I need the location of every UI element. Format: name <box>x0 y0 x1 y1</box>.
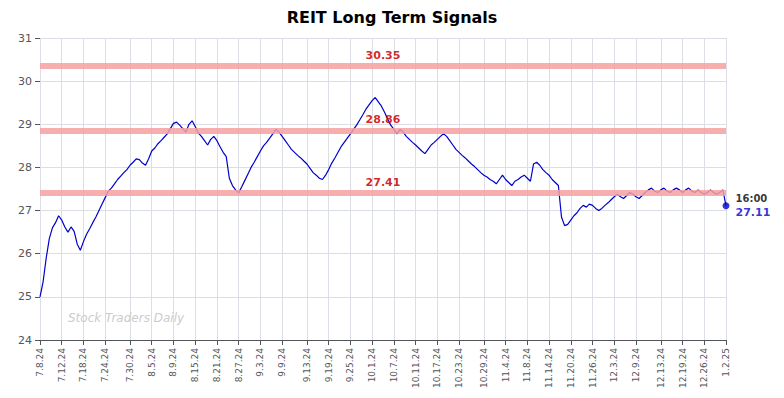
svg-text:30.35: 30.35 <box>366 49 401 62</box>
svg-text:9.3.24: 9.3.24 <box>255 348 265 377</box>
svg-text:31: 31 <box>18 32 32 45</box>
svg-text:11.4.24: 11.4.24 <box>501 348 511 383</box>
svg-text:29: 29 <box>18 118 32 131</box>
svg-text:8.9.24: 8.9.24 <box>168 348 178 377</box>
svg-text:Stock Traders Daily: Stock Traders Daily <box>68 311 185 325</box>
svg-text:10.17.24: 10.17.24 <box>432 348 442 388</box>
svg-text:REIT Long Term Signals: REIT Long Term Signals <box>287 8 498 27</box>
svg-text:27: 27 <box>18 204 32 217</box>
svg-text:11.20.24: 11.20.24 <box>566 348 576 388</box>
svg-text:10.7.24: 10.7.24 <box>389 348 399 383</box>
svg-text:8.15.24: 8.15.24 <box>190 348 200 383</box>
svg-text:8.27.24: 8.27.24 <box>234 348 244 383</box>
svg-text:12.19.24: 12.19.24 <box>678 348 688 388</box>
svg-text:9.13.24: 9.13.24 <box>302 348 312 383</box>
svg-text:7.8.24: 7.8.24 <box>35 348 45 377</box>
svg-text:28.86: 28.86 <box>366 113 401 126</box>
svg-text:9.9.24: 9.9.24 <box>277 348 287 377</box>
svg-text:8.21.24: 8.21.24 <box>212 348 222 383</box>
svg-text:7.24.24: 7.24.24 <box>100 348 110 383</box>
svg-text:10.1.24: 10.1.24 <box>367 348 377 383</box>
svg-text:26: 26 <box>18 247 32 260</box>
svg-text:12.26.24: 12.26.24 <box>699 348 709 388</box>
svg-text:25: 25 <box>18 290 32 303</box>
svg-text:10.29.24: 10.29.24 <box>479 348 489 388</box>
svg-text:7.30.24: 7.30.24 <box>125 348 135 383</box>
svg-text:27.11: 27.11 <box>736 206 771 219</box>
svg-text:7.12.24: 7.12.24 <box>57 348 67 383</box>
svg-text:24: 24 <box>18 334 32 347</box>
svg-text:16:00: 16:00 <box>736 193 768 204</box>
svg-text:12.9.24: 12.9.24 <box>631 348 641 383</box>
svg-text:11.26.24: 11.26.24 <box>588 348 598 388</box>
svg-text:11.8.24: 11.8.24 <box>522 348 532 383</box>
svg-text:28: 28 <box>18 161 32 174</box>
svg-text:9.19.24: 9.19.24 <box>324 348 334 383</box>
svg-text:10.23.24: 10.23.24 <box>454 348 464 388</box>
svg-text:10.11.24: 10.11.24 <box>411 348 421 388</box>
svg-text:11.14.24: 11.14.24 <box>544 348 554 388</box>
svg-text:8.5.24: 8.5.24 <box>147 348 157 377</box>
svg-text:1.2.25: 1.2.25 <box>721 348 731 377</box>
svg-text:30: 30 <box>18 75 32 88</box>
svg-text:12.3.24: 12.3.24 <box>609 348 619 383</box>
svg-text:7.18.24: 7.18.24 <box>78 348 88 383</box>
svg-text:12.13.24: 12.13.24 <box>656 348 666 388</box>
svg-text:9.25.24: 9.25.24 <box>345 348 355 383</box>
svg-text:27.41: 27.41 <box>366 176 401 189</box>
